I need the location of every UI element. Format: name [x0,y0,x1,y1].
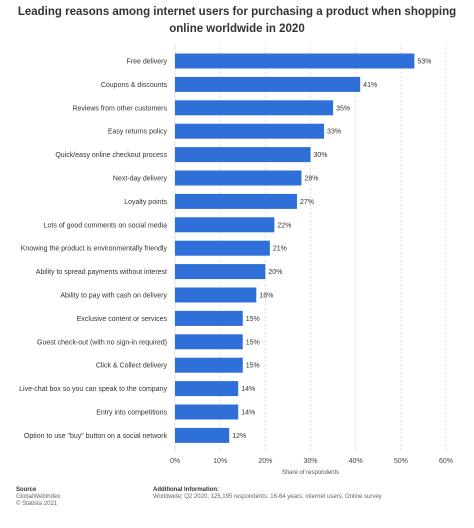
x-axis-title: Share of respondents [282,470,339,476]
category-label: Coupons & discounts [101,82,168,89]
copyright-line: © Statista 2021 [16,501,58,507]
value-label: 53% [417,59,431,66]
category-label: Guest check-out (with no sign-in require… [37,339,167,346]
value-label: 12% [232,433,246,440]
value-label: 21% [273,246,287,253]
value-label: 18% [259,293,273,300]
bar [175,76,361,92]
value-label: 28% [304,176,318,183]
value-label: 14% [241,410,255,417]
additional-info-text: Worldwide; Q2 2020; 125,195 respondents;… [153,494,382,500]
additional-info-heading: Additional Information: [153,487,219,493]
bar [175,53,415,69]
bar [175,170,302,186]
bar [175,193,297,209]
bar [175,287,257,303]
x-tick-label: 0% [170,458,180,465]
bar [175,310,243,326]
value-label: 15% [246,363,260,370]
additional-info-block: Additional Information: Worldwide; Q2 20… [153,487,382,501]
bar [175,357,243,373]
category-label: Exclusive content or services [77,316,168,323]
source-line: GlobalWebIndex [16,494,61,500]
x-tick-label: 40% [349,458,363,465]
bar-chart: 0% 10% 20% 30% 40% 50% 60% Share of respondents… [19,44,453,476]
bar [175,334,243,350]
value-label: 27% [300,199,314,206]
category-label: Ability to spread payments without inter… [36,269,167,276]
value-label: 33% [327,129,341,136]
category-label: Next-day delivery [113,176,168,183]
x-tick-label: 60% [439,458,453,465]
bar [175,404,239,420]
bar [175,217,275,233]
category-label: Easy returns policy [108,129,168,136]
category-label: Click & Collect delivery [96,363,168,370]
bar [175,240,270,256]
bar [175,264,266,280]
x-tick-label: 10% [213,458,227,465]
bar [175,427,230,443]
x-tick-label: 50% [394,458,408,465]
category-label: Option to use "buy" button on a social n… [24,433,168,440]
chart-title: Leading reasons among internet users for… [17,6,457,35]
category-label: Free delivery [127,59,168,66]
value-label: 20% [268,269,282,276]
source-heading: Source [16,487,37,493]
x-tick-label: 20% [258,458,272,465]
category-label: Lots of good comments on social media [44,222,167,229]
bar [175,100,334,116]
value-label: 14% [241,386,255,393]
category-label: Loyalty points [124,199,167,206]
value-label: 15% [246,339,260,346]
value-label: 30% [314,152,328,159]
category-label: Reviews from other customers [72,105,167,112]
value-label: 22% [277,222,291,229]
category-label: Quick/easy online checkout process [55,152,167,159]
bar [175,147,311,163]
category-label: Knowing the product is environmentally f… [21,246,168,253]
value-label: 15% [246,316,260,323]
bar [175,381,239,397]
bar [175,123,325,139]
value-label: 35% [336,105,350,112]
value-label: 41% [363,82,377,89]
category-label: Live-chat box so you can speak to the co… [19,386,167,393]
category-label: Ability to pay with cash on delivery [60,293,167,300]
x-tick-label: 30% [303,458,317,465]
source-block: Source GlobalWebIndex © Statista 2021 [16,487,60,508]
category-label: Entry into competitions [96,410,167,417]
